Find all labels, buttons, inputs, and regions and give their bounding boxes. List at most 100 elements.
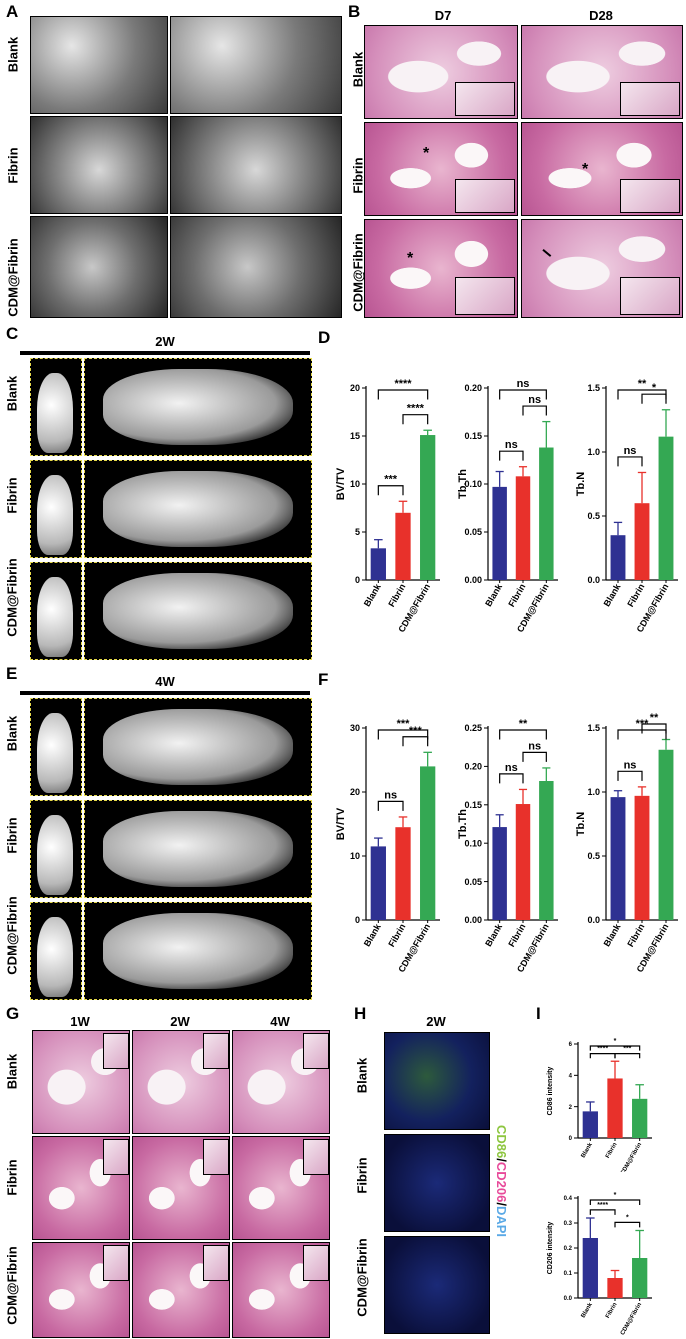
bar <box>539 780 554 920</box>
bar <box>607 1278 623 1298</box>
y-axis-label: BV/TV <box>335 467 347 500</box>
panel-label-i: I <box>536 1004 541 1023</box>
significance-bracket <box>522 405 547 416</box>
y-tick-label: 0.15 <box>464 800 482 810</box>
stain-legend: CD86/CD206/DAPI <box>491 1111 509 1251</box>
microct-femur-4w-blank <box>30 698 82 796</box>
bar <box>632 1258 648 1298</box>
bar <box>634 503 650 580</box>
microct-defect-4w-blank <box>84 698 312 796</box>
bar <box>515 804 531 920</box>
x-tick-label: Blank <box>362 921 383 948</box>
significance-label: *** <box>636 718 650 730</box>
significance-bracket <box>377 485 404 496</box>
bar <box>420 766 436 920</box>
significance-label: ** <box>519 718 528 730</box>
he-image-1w-cdm-fibrin <box>32 1242 130 1338</box>
significance-bracket <box>499 773 524 784</box>
significance-label: * <box>626 1214 629 1221</box>
significance-label: * <box>652 382 657 394</box>
y-tick-label: 5 <box>355 527 360 537</box>
y-tick-label: 0.5 <box>587 851 600 861</box>
panel-c-row-label-cdm-fibrin: CDM@Fibrin <box>4 558 20 637</box>
significance-bracket <box>614 1221 641 1228</box>
panel-e-header-4w: 4W <box>155 674 175 689</box>
y-tick-label: 0.10 <box>464 838 482 848</box>
significance-bracket <box>499 729 547 740</box>
stain-label-dapi: DAPI <box>494 1205 509 1238</box>
bar <box>420 435 436 580</box>
bar <box>658 749 674 920</box>
panel-h-header-2w: 2W <box>426 1014 446 1029</box>
bar <box>607 1078 623 1138</box>
arrow-mark <box>542 248 552 257</box>
y-tick-label: 6 <box>569 1042 573 1048</box>
he-image-4w-fibrin <box>232 1136 330 1240</box>
y-tick-label: 2 <box>569 1105 573 1111</box>
significance-label: **** <box>407 403 425 415</box>
bar <box>370 846 386 920</box>
significance-label: ** <box>650 712 659 724</box>
significance-label: ns <box>528 394 541 406</box>
y-tick-label: 15 <box>350 431 360 441</box>
significance-label: **** <box>597 1046 608 1053</box>
x-tick-label: Blank <box>483 921 504 948</box>
panel-g-col-label-1w: 1W <box>70 1014 90 1029</box>
he-image-d7-fibrin: * <box>364 122 518 216</box>
chart-i-cd206: 0.0 0.1 0.2 0.3 0.4 CD206 intensity Blank Fibri… <box>547 1192 652 1336</box>
significance-label: * <box>614 1038 617 1045</box>
microct-defect-2w-fibrin <box>84 460 312 558</box>
he-image-4w-cdm-fibrin <box>232 1242 330 1338</box>
y-tick-label: 0.0 <box>587 575 600 585</box>
significance-label: **** <box>394 378 412 390</box>
significance-label: *** <box>384 474 398 486</box>
asterisk-mark: * <box>582 161 589 178</box>
bar <box>582 1238 598 1298</box>
he-image-1w-fibrin <box>32 1136 130 1240</box>
panel-label-f: F <box>318 670 329 689</box>
y-tick-label: 1.5 <box>587 383 600 393</box>
y-tick-label: 1.5 <box>587 723 600 733</box>
microct-femur-2w-fibrin <box>30 460 82 558</box>
y-axis-label: CD206 intensity <box>547 1222 554 1275</box>
bar <box>582 1111 598 1138</box>
panel-label-b: B <box>348 2 361 21</box>
he-image-d7-cdm-fibrin: * <box>364 219 518 318</box>
bar <box>370 548 386 580</box>
y-tick-label: 0.3 <box>564 1221 573 1227</box>
y-axis-label: Tb.N <box>575 472 587 496</box>
y-tick-label: 1.0 <box>587 447 600 457</box>
y-axis-label: CD86 intensity <box>547 1067 554 1116</box>
y-tick-label: 30 <box>350 723 360 733</box>
he-image-2w-fibrin <box>132 1136 230 1240</box>
significance-bracket <box>589 1209 616 1215</box>
microct-femur-4w-fibrin <box>30 800 82 898</box>
significance-label: ns <box>528 740 541 752</box>
y-tick-label: 10 <box>350 479 360 489</box>
x-tick-label: Blank <box>483 581 504 608</box>
y-tick-label: 0.1 <box>564 1271 573 1277</box>
significance-label: *** <box>623 1046 631 1053</box>
panel-e-row-label-blank: Blank <box>4 715 20 752</box>
microct-femur-2w-cdm-fibrin <box>30 562 82 660</box>
y-tick-label: 0 <box>355 915 360 925</box>
panel-b-col-label-d28: D28 <box>589 8 613 23</box>
significance-bracket <box>617 456 643 467</box>
panel-b-col-label-d7: D7 <box>434 8 452 23</box>
significance-label: ns <box>517 378 530 390</box>
if-image-cdm-fibrin <box>384 1236 490 1334</box>
x-tick-label: Fibrin <box>506 922 527 949</box>
significance-bracket <box>617 770 643 781</box>
chart-i-cd86: 0 2 4 6 CD86 intensity Blank Fibrin CDM@Fibrin *… <box>547 1038 652 1172</box>
panel-c-row-label-fibrin: Fibrin <box>4 477 20 514</box>
x-tick-label: Fibrin <box>386 922 407 949</box>
y-tick-label: 0.25 <box>464 723 482 733</box>
significance-bracket <box>589 1045 641 1051</box>
significance-label: * <box>614 1192 617 1199</box>
y-tick-label: 0.00 <box>464 915 482 925</box>
header-bar <box>20 691 310 695</box>
significance-bracket <box>402 736 429 747</box>
panel-c-row-label-blank: Blank <box>4 375 20 412</box>
